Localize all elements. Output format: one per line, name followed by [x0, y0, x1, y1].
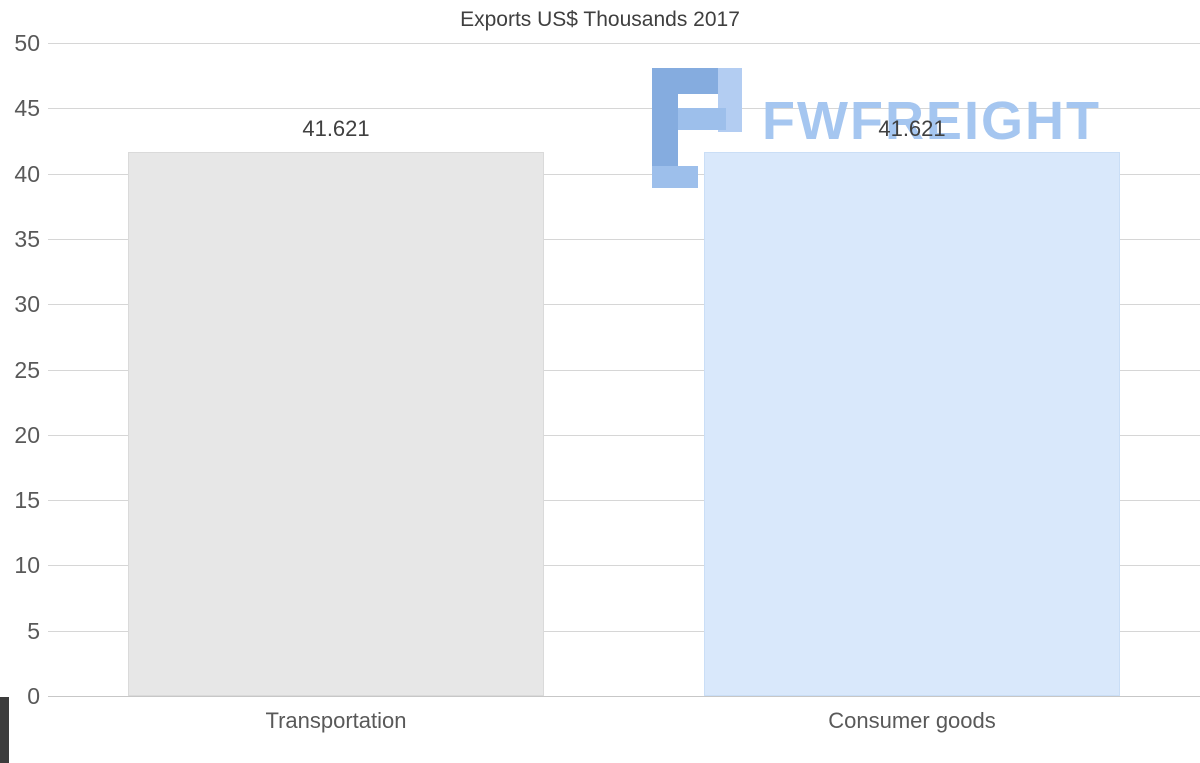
bar-value-label: 41.621 — [302, 116, 370, 141]
gridline-y-35 — [48, 239, 1200, 240]
fwfreight-watermark: FWFREIGHT — [652, 68, 1099, 195]
gridline-y-30 — [48, 304, 1200, 305]
y-tick-label-25: 25 — [14, 357, 40, 383]
y-tick-label-0: 0 — [27, 683, 40, 709]
y-tick-label-30: 30 — [14, 291, 40, 317]
gridline-y-5 — [48, 631, 1200, 632]
bar-transportation — [128, 152, 544, 696]
y-tick-label-35: 35 — [14, 226, 40, 252]
fwfreight-logo-text: FWFREIGHT — [762, 91, 1101, 151]
fwfreight-logo-icon — [652, 68, 742, 188]
y-tick-label-45: 45 — [14, 95, 40, 121]
bar-value-label: 41.621 — [878, 116, 946, 141]
y-tick-label-15: 15 — [14, 487, 40, 513]
chart-title: Exports US$ Thousands 2017 — [460, 8, 740, 31]
gridline-y-45 — [48, 108, 1200, 109]
x-category-label: Consumer goods — [828, 708, 996, 733]
y-tick-label-40: 40 — [14, 161, 40, 187]
gridline-y-15 — [48, 500, 1200, 501]
gridline-y-25 — [48, 370, 1200, 371]
gridline-y-20 — [48, 435, 1200, 436]
gridline-y-10 — [48, 565, 1200, 566]
x-category-label: Transportation — [265, 708, 407, 733]
y-tick-label-20: 20 — [14, 422, 40, 448]
bottom-left-corner-mark — [0, 697, 9, 763]
gridline-y-50 — [48, 43, 1200, 44]
gridline-y-0 — [48, 696, 1200, 697]
y-tick-label-10: 10 — [14, 552, 40, 578]
gridline-y-40 — [48, 174, 1200, 175]
bar-consumer-goods — [704, 152, 1120, 696]
y-tick-label-5: 5 — [27, 618, 40, 644]
y-tick-label-50: 50 — [14, 30, 40, 56]
